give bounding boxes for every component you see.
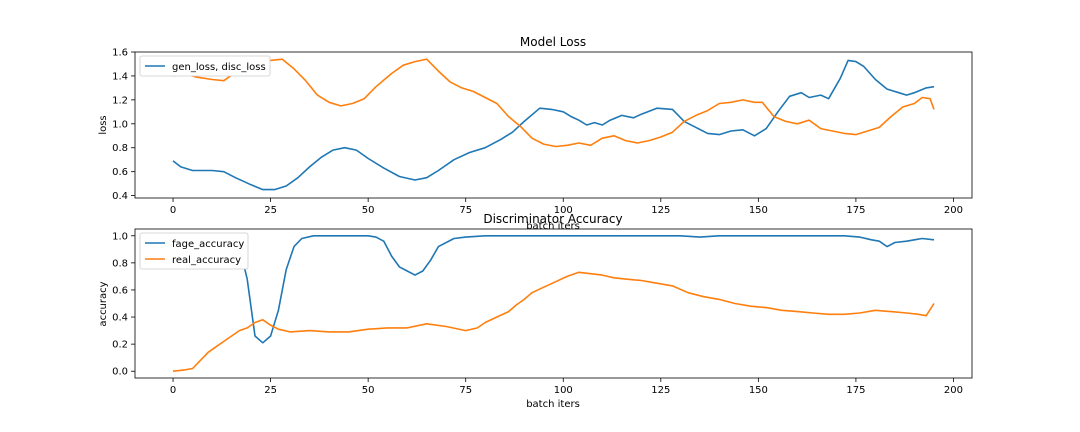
x-tick-label-4: 100 [554, 205, 573, 216]
chart-title: Discriminator Accuracy [483, 212, 622, 226]
plot-lines [172, 58, 935, 191]
x-tick-label-2: 50 [362, 205, 375, 216]
x-tick-label-1: 25 [264, 385, 277, 396]
chart-title: Model Loss [520, 35, 586, 49]
x-tick-label-5: 125 [651, 385, 670, 396]
legend: fage_accuracy real_accuracy [139, 232, 249, 270]
x-tick-label-7: 175 [846, 385, 865, 396]
y-ticks: 0.0 0.2 0.4 0.6 0.8 1.0 [112, 231, 135, 378]
y-tick-label-6: 1.6 [112, 48, 128, 59]
y-tick-label-5: 1.4 [112, 71, 128, 82]
series-line-0 [238, 235, 935, 344]
y-tick-label-3: 0.6 [112, 285, 128, 296]
x-tick-label-3: 75 [459, 205, 472, 216]
x-tick-label-0: 0 [170, 385, 176, 396]
y-axis-label: loss [98, 115, 109, 134]
y-tick-label-0: 0.0 [112, 367, 128, 378]
y-tick-label-3: 1.0 [112, 119, 128, 130]
y-tick-label-1: 0.2 [112, 340, 128, 351]
discriminator-accuracy-chart: Discriminator Accuracy 0 25 50 75 100 125 150 1… [98, 212, 973, 410]
legend-label-1: real_accuracy [172, 255, 241, 266]
y-tick-label-4: 1.2 [112, 95, 128, 106]
y-tick-label-4: 0.8 [112, 258, 128, 269]
y-tick-label-1: 0.6 [112, 167, 128, 178]
x-ticks: 0 25 50 75 100 125 150 175 200 [170, 198, 963, 216]
x-tick-label-7: 175 [846, 205, 865, 216]
x-tick-label-3: 75 [459, 385, 472, 396]
y-tick-label-5: 1.0 [112, 231, 128, 242]
plot-frame [134, 228, 973, 379]
plot-lines [172, 235, 935, 372]
series-line-0 [172, 59, 935, 191]
x-tick-label-5: 125 [651, 205, 670, 216]
model-loss-chart: Model Loss 0 25 50 75 100 125 150 175 200 0.4 0.6… [98, 35, 973, 232]
y-ticks: 0.4 0.6 0.8 1.0 1.2 1.4 1.6 [112, 48, 135, 202]
legend: gen_loss, disc_loss [139, 55, 271, 77]
legend-box [139, 232, 249, 270]
legend-label-0: fage_accuracy [172, 239, 244, 250]
x-tick-label-4: 100 [554, 385, 573, 396]
plot-frame [134, 51, 973, 199]
x-tick-label-2: 50 [362, 385, 375, 396]
x-tick-label-8: 200 [944, 205, 963, 216]
x-tick-label-0: 0 [170, 205, 176, 216]
y-tick-label-0: 0.4 [112, 191, 128, 202]
x-tick-label-8: 200 [944, 385, 963, 396]
y-tick-label-2: 0.4 [112, 313, 128, 324]
x-axis-label: batch iters [526, 221, 580, 232]
y-tick-label-2: 0.8 [112, 143, 128, 154]
x-axis-label: batch iters [526, 399, 580, 410]
x-tick-label-6: 150 [749, 385, 768, 396]
series-line-1 [172, 58, 935, 148]
series-line-1 [172, 271, 935, 372]
y-axis-label: accuracy [98, 281, 109, 326]
x-ticks: 0 25 50 75 100 125 150 175 200 [170, 378, 963, 396]
x-tick-label-1: 25 [264, 205, 277, 216]
legend-label-0: gen_loss, disc_loss [172, 62, 266, 73]
legend-box [139, 55, 271, 77]
x-tick-label-6: 150 [749, 205, 768, 216]
